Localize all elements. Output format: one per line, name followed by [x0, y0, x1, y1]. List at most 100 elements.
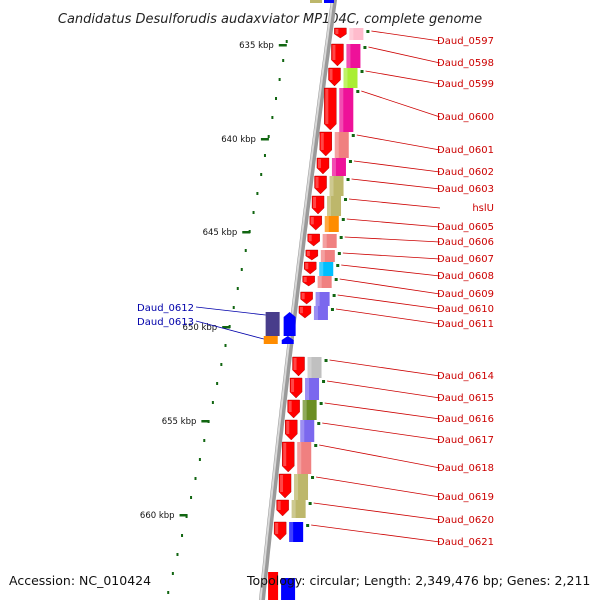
gene-daud_0607[interactable]	[305, 249, 341, 262]
gene-daud_0615[interactable]	[289, 377, 326, 400]
scale-dot	[240, 268, 243, 271]
gene-category-box	[302, 400, 317, 420]
gene-daud_0602[interactable]	[316, 157, 352, 176]
gene-leader-line	[337, 294, 441, 310]
gene-category-shade	[339, 88, 344, 132]
gene-label-daud_0613[interactable]: Daud_0613	[137, 317, 194, 328]
gene-label-daud_0600[interactable]: Daud_0600	[437, 112, 494, 123]
gene-daud_0599[interactable]	[328, 67, 364, 88]
gene-marker	[308, 502, 312, 505]
gene-daud_0620[interactable]	[276, 499, 312, 518]
gene-label-daud_0620[interactable]: Daud_0620	[437, 515, 494, 526]
gene-daud_0606[interactable]	[307, 233, 343, 248]
gene-leader-line	[361, 90, 441, 118]
gene-leader-line	[322, 422, 441, 441]
gene-labels[interactable]: Daud_0597 Daud_0598 Daud_0599 Daud_0600 Daud…	[137, 30, 494, 548]
gene-label-daud_0607[interactable]: Daud_0607	[437, 254, 494, 265]
gene-marker	[306, 524, 310, 527]
gene-partial-bottom	[268, 572, 279, 600]
gene-daud_0617[interactable]	[285, 419, 321, 442]
gene-category-box	[346, 44, 361, 68]
gene-category-box	[320, 250, 335, 262]
gene-label-daud_0602[interactable]: Daud_0602	[437, 167, 494, 178]
gene-daud_0613[interactable]	[263, 336, 294, 344]
gene-marker	[319, 402, 323, 405]
gene-partial-top-arrow	[324, 0, 334, 3]
gene-label-hslu[interactable]: hslU	[472, 203, 494, 214]
gene-track[interactable]	[263, 0, 370, 600]
gene-arrow[interactable]	[281, 336, 294, 344]
gene-daud_0616[interactable]	[287, 399, 323, 420]
gene-leader-line	[324, 402, 441, 420]
gene-category-shade	[317, 276, 322, 288]
gene-label-daud_0599[interactable]: Daud_0599	[437, 79, 494, 90]
gene-daud_0614[interactable]	[292, 356, 328, 378]
gene-daud_0609[interactable]	[302, 275, 338, 288]
scale-dot	[275, 97, 278, 100]
gene-leader-line	[195, 306, 266, 316]
gene-label-daud_0609[interactable]: Daud_0609	[437, 289, 494, 300]
scale-dot	[236, 287, 239, 290]
gene-label-daud_0612[interactable]: Daud_0612	[137, 303, 194, 314]
gene-category-shade	[343, 68, 348, 88]
gene-label-daud_0606[interactable]: Daud_0606	[437, 237, 494, 248]
gene-category-box	[339, 88, 354, 132]
gene-leader-line	[368, 46, 441, 64]
gene-category-box	[327, 196, 342, 216]
gene-category-shade	[324, 216, 329, 232]
gene-daud_0605[interactable]	[309, 215, 345, 232]
gene-label-daud_0597[interactable]: Daud_0597	[437, 36, 494, 47]
scale-dot	[171, 572, 174, 575]
gene-label-daud_0617[interactable]: Daud_0617	[437, 435, 494, 446]
gene-daud_0601[interactable]	[319, 131, 355, 158]
gene-daud_0621[interactable]	[273, 521, 310, 542]
gene-label-daud_0601[interactable]: Daud_0601	[437, 145, 494, 156]
gene-category-shade	[297, 442, 302, 474]
gene-leader-line	[353, 160, 441, 173]
gene-daud_0597[interactable]	[334, 27, 370, 40]
gene-label-daud_0621[interactable]: Daud_0621	[437, 537, 494, 548]
gene-label-daud_0611[interactable]: Daud_0611	[437, 319, 494, 330]
gene-daud_0598[interactable]	[331, 43, 367, 68]
gene-daud_0610[interactable]	[300, 291, 336, 306]
gene-leader-line	[356, 134, 441, 151]
gene-partial-top	[310, 0, 322, 3]
gene-hslu[interactable]	[311, 195, 348, 216]
scale-dot	[167, 591, 170, 594]
gene-label-daud_0605[interactable]: Daud_0605	[437, 222, 494, 233]
gene-daud_0600[interactable]	[324, 87, 360, 132]
accession-text: Accession: NC_010424	[9, 573, 151, 588]
gene-daud_0619[interactable]	[278, 473, 315, 500]
gene-label-daud_0615[interactable]: Daud_0615	[437, 393, 494, 404]
gene-label-daud_0598[interactable]: Daud_0598	[437, 58, 494, 69]
gene-daud_0608[interactable]	[304, 261, 340, 276]
gene-label-daud_0616[interactable]: Daud_0616	[437, 414, 494, 425]
genome-summary-text: Topology: circular; Length: 2,349,476 bp…	[246, 573, 590, 588]
gene-daud_0603[interactable]	[314, 175, 350, 196]
gene-category-shade	[313, 306, 318, 320]
scale-tick	[179, 514, 188, 517]
gene-category-box	[300, 420, 315, 442]
gene-marker	[363, 46, 367, 49]
gene-daud_0618[interactable]	[282, 441, 318, 474]
gene-label-daud_0610[interactable]: Daud_0610	[437, 304, 494, 315]
gene-label-daud_0619[interactable]: Daud_0619	[437, 492, 494, 503]
gene-daud_0612[interactable]	[265, 312, 296, 336]
gene-marker	[366, 30, 370, 33]
gene-label-daud_0608[interactable]: Daud_0608	[437, 271, 494, 282]
scale-tick	[201, 420, 210, 423]
gene-daud_0611[interactable]	[298, 305, 334, 320]
gene-leader-line	[351, 178, 441, 190]
gene-category-shade	[289, 522, 294, 542]
scale-tick-label: 645 kbp	[203, 228, 238, 238]
gene-arrow-highlight	[317, 159, 321, 168]
gene-label-daud_0614[interactable]: Daud_0614	[437, 371, 494, 382]
gene-arrow[interactable]	[283, 312, 296, 336]
gene-label-daud_0618[interactable]: Daud_0618	[437, 463, 494, 474]
gene-leader-line	[329, 359, 441, 377]
gene-label-daud_0603[interactable]: Daud_0603	[437, 184, 494, 195]
scale-dot	[260, 173, 263, 176]
scale-dot	[271, 116, 274, 119]
